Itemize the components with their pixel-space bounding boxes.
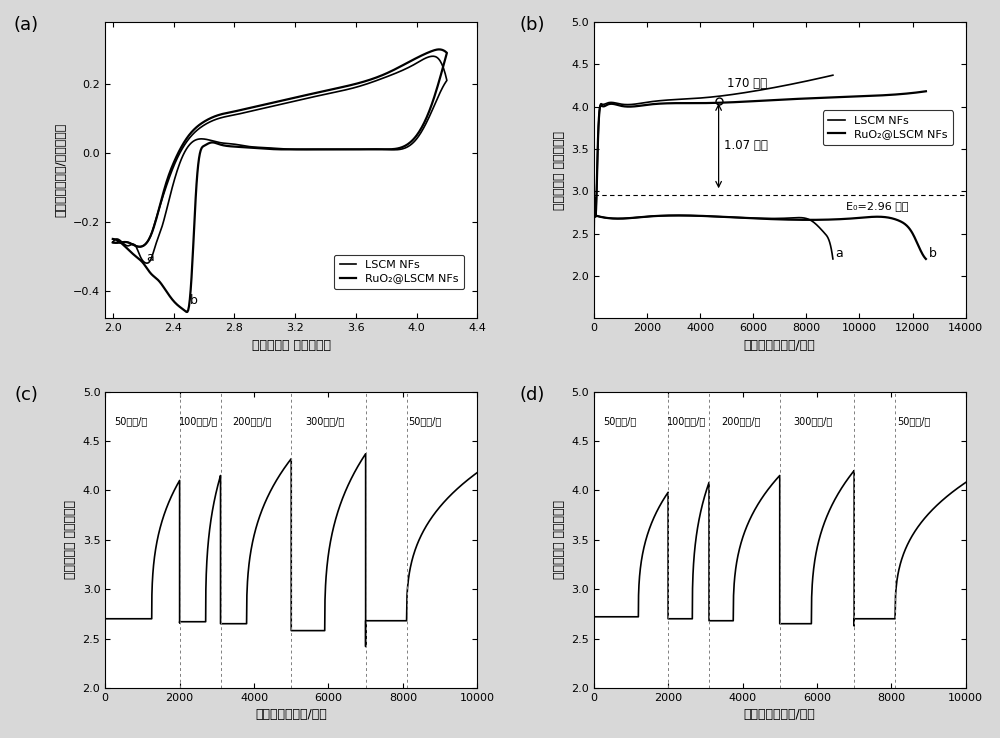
Text: b: b bbox=[929, 247, 936, 261]
Text: 300毫安/克: 300毫安/克 bbox=[794, 416, 833, 426]
Text: a: a bbox=[836, 247, 843, 261]
Legend: LSCM NFs, RuO₂@LSCM NFs: LSCM NFs, RuO₂@LSCM NFs bbox=[334, 255, 464, 289]
X-axis label: 比容量（毫安时/克）: 比容量（毫安时/克） bbox=[255, 708, 327, 721]
Text: 1.07 伏特: 1.07 伏特 bbox=[724, 139, 768, 152]
Text: (a): (a) bbox=[13, 16, 38, 34]
Text: 50毫安/克: 50毫安/克 bbox=[409, 416, 442, 426]
X-axis label: 电压（伏特 对锂金属）: 电压（伏特 对锂金属） bbox=[252, 339, 331, 351]
Text: E₀=2.96 伏特: E₀=2.96 伏特 bbox=[846, 201, 909, 211]
Text: (b): (b) bbox=[520, 16, 545, 34]
Y-axis label: 电压（伏特 对锂金属）: 电压（伏特 对锂金属） bbox=[64, 500, 77, 579]
Text: (d): (d) bbox=[520, 385, 545, 404]
Text: 50毫安/克: 50毫安/克 bbox=[603, 416, 636, 426]
Text: 300毫安/克: 300毫安/克 bbox=[305, 416, 344, 426]
Text: 200毫安/克: 200毫安/克 bbox=[232, 416, 272, 426]
Y-axis label: 电压（伏特 对锂金属）: 电压（伏特 对锂金属） bbox=[553, 500, 566, 579]
Text: 170 毫伏: 170 毫伏 bbox=[727, 77, 767, 91]
Y-axis label: 电流密度（毫安/平方厘米）: 电流密度（毫安/平方厘米） bbox=[55, 123, 68, 217]
Text: a: a bbox=[146, 252, 154, 264]
Text: 100毫安/克: 100毫安/克 bbox=[667, 416, 706, 426]
Text: (c): (c) bbox=[14, 385, 38, 404]
Text: 50毫安/克: 50毫安/克 bbox=[115, 416, 148, 426]
Y-axis label: 电压（伏特 对锂金属）: 电压（伏特 对锂金属） bbox=[553, 131, 566, 210]
Legend: LSCM NFs, RuO₂@LSCM NFs: LSCM NFs, RuO₂@LSCM NFs bbox=[823, 111, 953, 145]
Text: 200毫安/克: 200毫安/克 bbox=[721, 416, 760, 426]
Text: 50毫安/克: 50毫安/克 bbox=[897, 416, 930, 426]
Text: b: b bbox=[190, 294, 198, 308]
Text: 100毫安/克: 100毫安/克 bbox=[179, 416, 218, 426]
X-axis label: 比容量（毫安时/克）: 比容量（毫安时/克） bbox=[744, 708, 816, 721]
X-axis label: 比容量（毫安时/克）: 比容量（毫安时/克） bbox=[744, 339, 816, 351]
